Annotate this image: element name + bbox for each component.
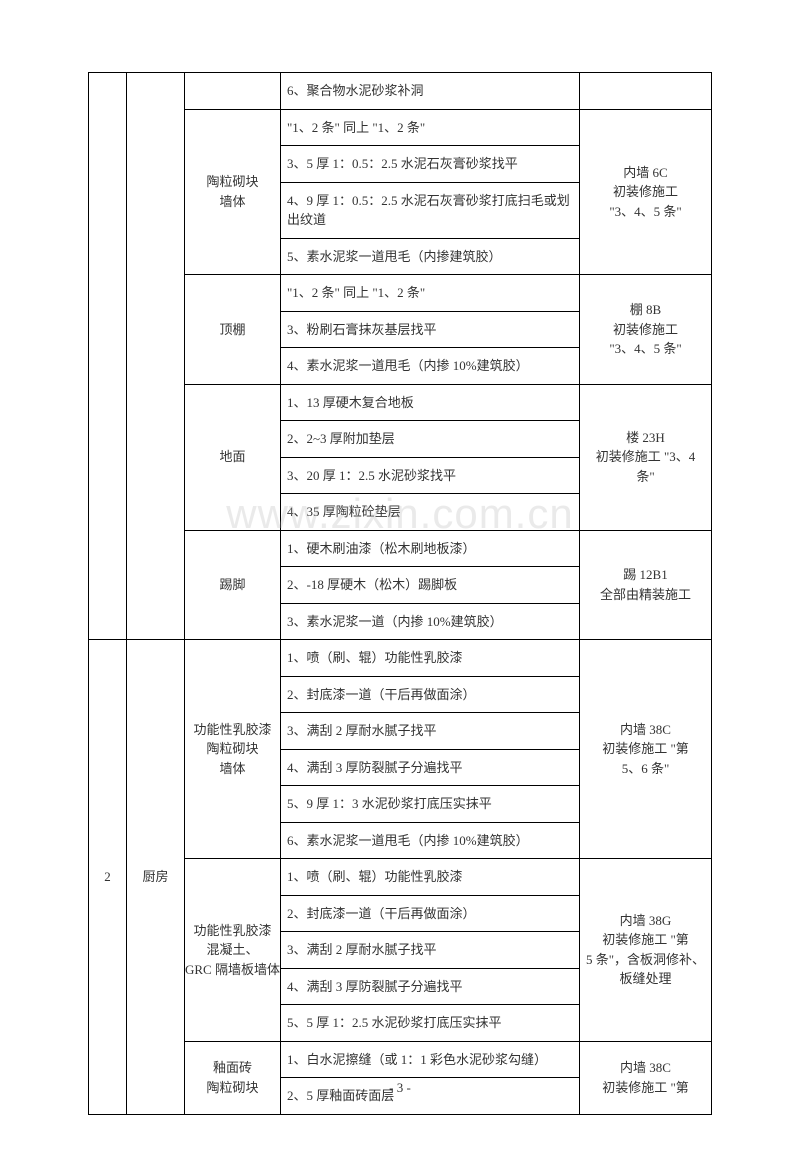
- component-cell: 釉面砖陶粒砌块: [185, 1041, 281, 1114]
- spec-table: 6、聚合物水泥砂浆补洞陶粒砌块墙体"1、2 条" 同上 "1、2 条"内墙 6C…: [88, 72, 712, 1115]
- spec-cell: 1、喷（刷、辊）功能性乳胶漆: [281, 640, 580, 677]
- component-cell: 地面: [185, 384, 281, 530]
- component-cell: 陶粒砌块墙体: [185, 109, 281, 275]
- spec-cell: 2、-18 厚硬木（松木）踢脚板: [281, 567, 580, 604]
- spec-cell: 1、硬木刷油漆（松木刷地板漆）: [281, 530, 580, 567]
- spec-cell: 5、9 厚 1：3 水泥砂浆打底压实抹平: [281, 786, 580, 823]
- note-cell: 楼 23H初装修施工 "3、4条": [580, 384, 712, 530]
- page-number: - 3 -: [0, 1080, 800, 1096]
- spec-cell: 3、满刮 2 厚耐水腻子找平: [281, 932, 580, 969]
- spec-cell: 6、素水泥浆一道甩毛（内掺 10%建筑胶）: [281, 822, 580, 859]
- component-cell: 功能性乳胶漆陶粒砌块墙体: [185, 640, 281, 859]
- index-cell: 2: [89, 640, 127, 1115]
- spec-cell: "1、2 条" 同上 "1、2 条": [281, 109, 580, 146]
- spec-cell: 1、白水泥擦缝（或 1：1 彩色水泥砂浆勾缝）: [281, 1041, 580, 1078]
- spec-cell: 2、封底漆一道（干后再做面涂）: [281, 676, 580, 713]
- spec-cell: "1、2 条" 同上 "1、2 条": [281, 275, 580, 312]
- spec-cell: 4、满刮 3 厚防裂腻子分遍找平: [281, 968, 580, 1005]
- page-container: 6、聚合物水泥砂浆补洞陶粒砌块墙体"1、2 条" 同上 "1、2 条"内墙 6C…: [0, 0, 800, 1155]
- spec-cell: 3、5 厚 1：0.5：2.5 水泥石灰膏砂浆找平: [281, 146, 580, 183]
- note-cell: 内墙 6C初装修施工"3、4、5 条": [580, 109, 712, 275]
- note-cell: [580, 73, 712, 110]
- spec-cell: 4、素水泥浆一道甩毛（内掺 10%建筑胶）: [281, 348, 580, 385]
- spec-cell: 2、封底漆一道（干后再做面涂）: [281, 895, 580, 932]
- note-cell: 棚 8B初装修施工"3、4、5 条": [580, 275, 712, 385]
- spec-cell: 3、素水泥浆一道（内掺 10%建筑胶）: [281, 603, 580, 640]
- spec-cell: 4、35 厚陶粒砼垫层: [281, 494, 580, 531]
- room-cell: [127, 73, 185, 640]
- table-row: 2厨房功能性乳胶漆陶粒砌块墙体1、喷（刷、辊）功能性乳胶漆内墙 38C初装修施工…: [89, 640, 712, 677]
- spec-cell: 3、粉刷石膏抹灰基层找平: [281, 311, 580, 348]
- component-cell: 顶棚: [185, 275, 281, 385]
- component-cell: 踢脚: [185, 530, 281, 640]
- spec-cell: 2、2~3 厚附加垫层: [281, 421, 580, 458]
- spec-cell: 1、13 厚硬木复合地板: [281, 384, 580, 421]
- component-cell: [185, 73, 281, 110]
- table-body: 6、聚合物水泥砂浆补洞陶粒砌块墙体"1、2 条" 同上 "1、2 条"内墙 6C…: [89, 73, 712, 1115]
- spec-cell: 4、满刮 3 厚防裂腻子分遍找平: [281, 749, 580, 786]
- spec-cell: 1、喷（刷、辊）功能性乳胶漆: [281, 859, 580, 896]
- index-cell: [89, 73, 127, 640]
- table-row: 6、聚合物水泥砂浆补洞: [89, 73, 712, 110]
- note-cell: 内墙 38C初装修施工 "第: [580, 1041, 712, 1114]
- note-cell: 内墙 38G初装修施工 "第5 条"，含板洞修补、板缝处理: [580, 859, 712, 1042]
- spec-cell: 3、满刮 2 厚耐水腻子找平: [281, 713, 580, 750]
- component-cell: 功能性乳胶漆混凝土、GRC 隔墙板墙体: [185, 859, 281, 1042]
- spec-cell: 5、素水泥浆一道甩毛（内掺建筑胶）: [281, 238, 580, 275]
- spec-cell: 4、9 厚 1：0.5：2.5 水泥石灰膏砂浆打底扫毛或划出纹道: [281, 182, 580, 238]
- note-cell: 踢 12B1全部由精装施工: [580, 530, 712, 640]
- room-cell: 厨房: [127, 640, 185, 1115]
- spec-cell: 6、聚合物水泥砂浆补洞: [281, 73, 580, 110]
- note-cell: 内墙 38C初装修施工 "第5、6 条": [580, 640, 712, 859]
- spec-cell: 5、5 厚 1：2.5 水泥砂浆打底压实抹平: [281, 1005, 580, 1042]
- spec-cell: 3、20 厚 1：2.5 水泥砂浆找平: [281, 457, 580, 494]
